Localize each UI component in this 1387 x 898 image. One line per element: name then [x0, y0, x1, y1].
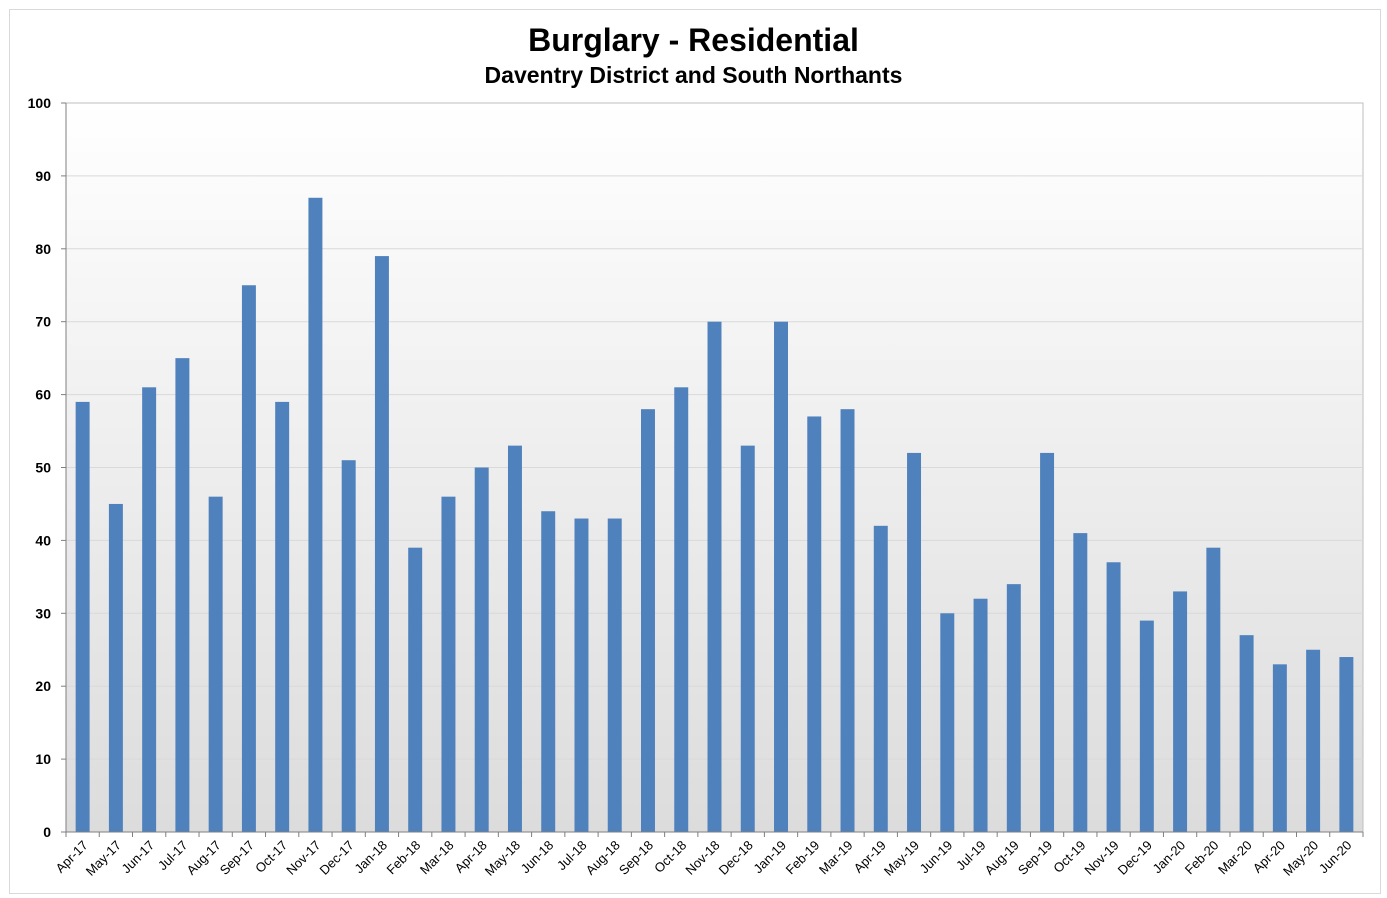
bar	[1239, 635, 1254, 832]
bar	[774, 321, 788, 832]
bar	[707, 321, 722, 832]
x-tick-label: Feb-18	[384, 838, 424, 878]
x-tick-label: May-19	[881, 838, 922, 879]
x-tick-label: Feb-19	[783, 838, 823, 878]
bar	[1173, 591, 1188, 832]
x-tick-label: Nov-17	[283, 838, 323, 878]
x-tick-label: Sep-17	[217, 838, 257, 878]
y-tick-label: 90	[35, 168, 51, 184]
bar	[1339, 657, 1354, 832]
x-tick-labels: Apr-17May-17Jun-17Jul-17Aug-17Sep-17Oct-…	[53, 838, 1355, 879]
x-tick-label: Jan-19	[750, 838, 789, 877]
x-tick-label: Aug-17	[184, 838, 224, 878]
bar	[574, 518, 589, 832]
bar	[507, 445, 522, 832]
bar	[807, 416, 822, 832]
y-tick-label: 50	[35, 460, 51, 476]
x-tick-label: Sep-18	[616, 838, 656, 878]
bar	[1272, 664, 1287, 832]
bar	[840, 409, 855, 832]
bars	[75, 197, 1354, 833]
bar	[241, 285, 256, 832]
x-tick-label: Dec-18	[716, 838, 756, 878]
x-tick-label: Sep-19	[1015, 838, 1055, 878]
bar	[474, 467, 489, 832]
x-tick-label: Jun-19	[917, 838, 956, 877]
bar	[674, 387, 689, 832]
x-tick-label: Aug-19	[982, 838, 1022, 878]
bar	[208, 496, 223, 832]
bar	[142, 387, 157, 832]
x-tick-label: May-18	[482, 838, 523, 879]
y-tick-label: 40	[35, 532, 51, 548]
bar	[907, 452, 922, 832]
x-tick-label: May-20	[1280, 838, 1321, 879]
bar	[1040, 452, 1055, 832]
y-tick-label: 20	[35, 678, 51, 694]
y-tick-label: 0	[43, 824, 51, 840]
bar	[541, 511, 556, 832]
y-tick-label: 100	[28, 95, 52, 111]
bar	[1106, 562, 1121, 832]
x-tick-label: Mar-18	[417, 838, 457, 878]
bar	[308, 197, 323, 832]
bar	[641, 409, 655, 832]
bar	[873, 525, 888, 832]
y-tick-label: 30	[35, 605, 51, 621]
bar	[441, 496, 456, 832]
chart-subtitle: Daventry District and South Northants	[484, 62, 903, 88]
bar	[1306, 649, 1321, 832]
x-tick-label: Oct-18	[651, 838, 689, 876]
y-tick-labels: 0 10 20 30 40 50 60 70 80 90 100	[28, 95, 52, 840]
axes	[65, 103, 1364, 837]
chart-title: Burglary - Residential	[528, 22, 859, 58]
x-tick-label: Oct-17	[252, 838, 290, 876]
x-tick-label: Jun-20	[1316, 838, 1355, 877]
bar	[1206, 547, 1221, 832]
x-tick-label: Nov-18	[682, 838, 722, 878]
x-tick-label: Nov-19	[1081, 838, 1121, 878]
bar	[1073, 533, 1088, 832]
x-tick-label: Jun-18	[518, 838, 557, 877]
x-tick-label: Oct-19	[1050, 838, 1088, 876]
bar	[408, 547, 423, 832]
bar	[275, 401, 290, 832]
y-tick-label: 70	[35, 314, 51, 330]
x-tick-label: Dec-17	[317, 838, 357, 878]
y-tick-label: 80	[35, 241, 51, 257]
bar	[175, 358, 190, 832]
x-tick-label: Aug-18	[583, 838, 623, 878]
bar	[740, 445, 755, 832]
x-tick-label: Mar-20	[1215, 838, 1255, 878]
x-tick-label: Jun-17	[119, 838, 158, 877]
bar	[940, 613, 955, 832]
x-tick-label: Mar-19	[816, 838, 856, 878]
x-tick-label: Jan-20	[1149, 838, 1188, 877]
bar	[973, 598, 988, 832]
y-tick-label: 10	[35, 751, 51, 767]
bar	[1006, 584, 1021, 832]
bar	[108, 503, 123, 832]
bar	[75, 401, 90, 832]
y-tick-label: 60	[35, 387, 51, 403]
bar	[1139, 620, 1154, 832]
x-tick-label: May-17	[83, 838, 124, 879]
bar	[607, 518, 622, 832]
x-tick-label: Dec-19	[1115, 838, 1155, 878]
x-tick-label: Feb-20	[1182, 838, 1222, 878]
bar	[341, 460, 356, 832]
x-tick-label: Jan-18	[351, 838, 390, 877]
bar	[374, 256, 389, 833]
